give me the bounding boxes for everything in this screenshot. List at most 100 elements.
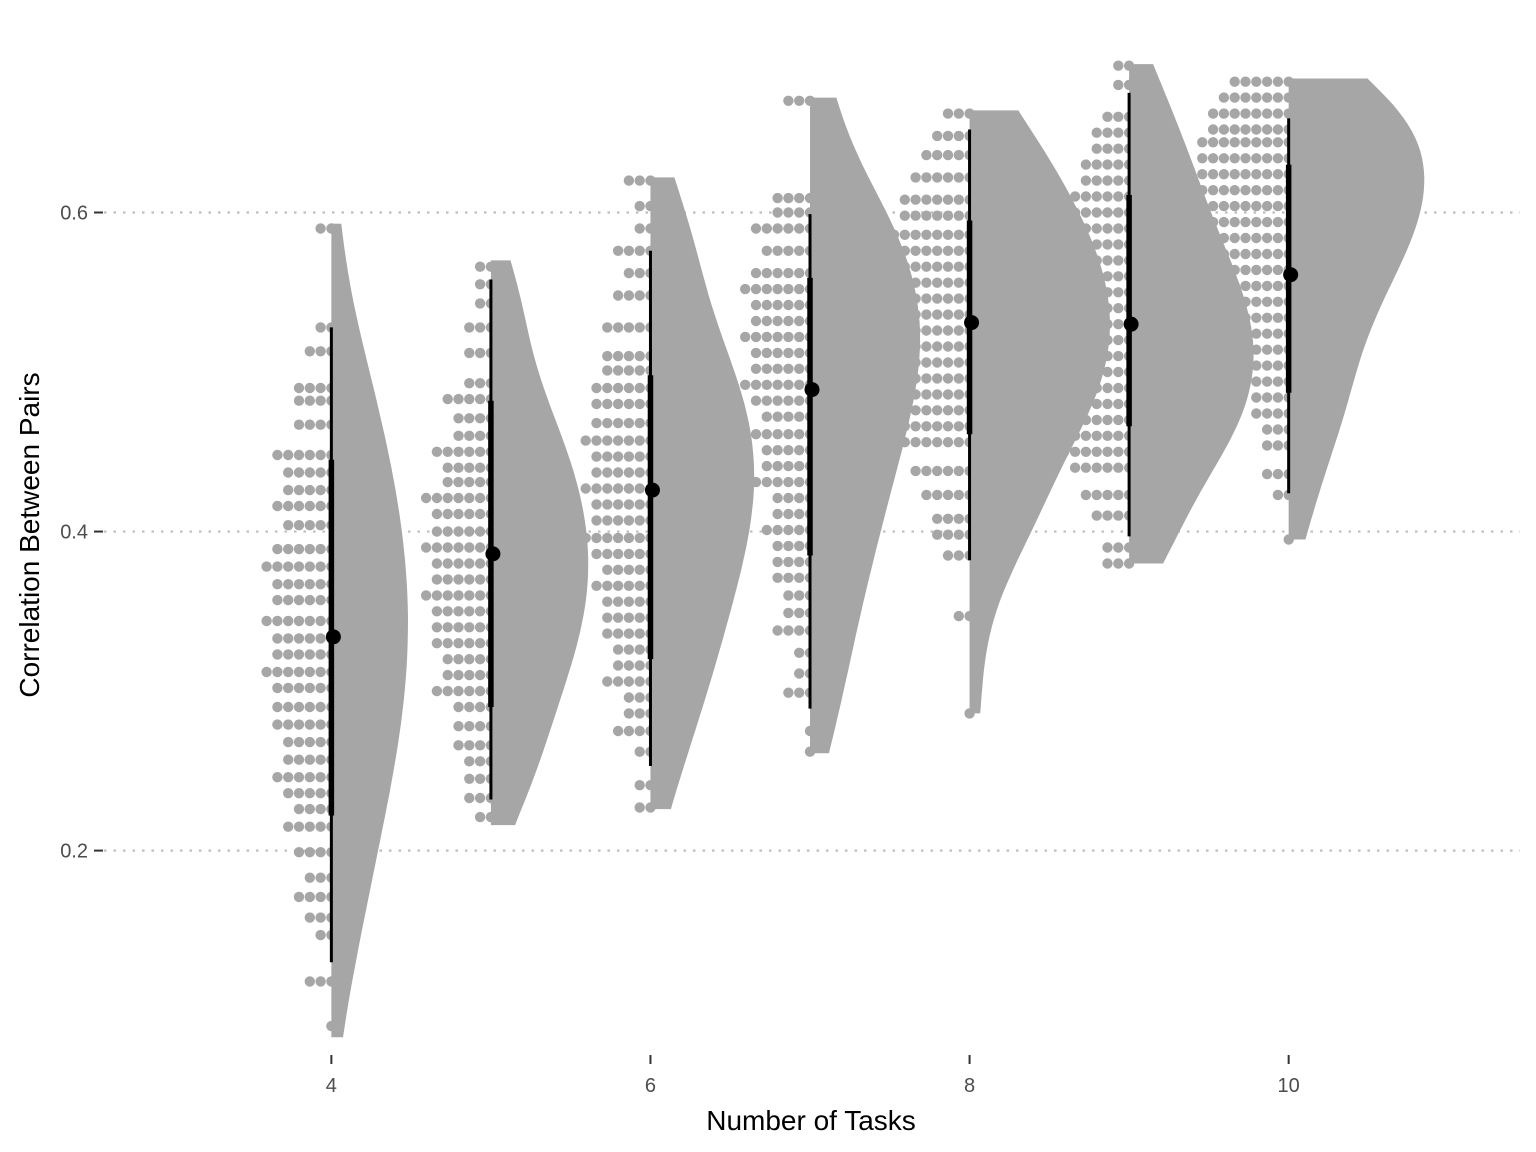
data-dot [910,309,921,320]
data-dot [293,484,305,496]
data-dot [474,347,486,359]
data-dot [612,365,624,376]
data-dot [464,393,475,405]
data-dot [794,207,805,218]
data-dot [623,382,635,394]
data-dot [794,687,805,698]
data-dot [623,644,635,655]
data-dot [921,210,932,221]
data-dot [453,558,464,569]
data-dot [293,821,305,832]
data-dot [634,451,645,462]
data-dot [899,277,910,288]
data-dot [1080,382,1092,394]
data-dot [783,508,794,520]
data-dot [272,561,283,572]
data-dot [1080,239,1092,250]
density-half-violin [650,177,755,810]
data-dot [453,526,464,537]
data-dot [304,803,315,815]
data-dot [634,267,645,279]
data-dot [315,847,326,858]
data-dot [1113,334,1124,346]
median-point [485,546,501,562]
data-dot [761,445,772,456]
data-dot [772,556,783,568]
data-dot [634,223,645,234]
data-dot [1229,312,1240,323]
data-dot [1240,169,1251,180]
data-dot [1272,344,1284,355]
data-dot [420,590,432,601]
data-dot [1069,414,1081,426]
data-dot [283,701,294,713]
data-dot [794,267,805,279]
data-dot [464,740,475,751]
data-dot [942,108,954,119]
data-dot [783,411,794,422]
data-dot [293,382,305,394]
data-dot [1272,408,1284,419]
data-dot [750,299,762,311]
data-dot [612,612,624,623]
data-dot [453,740,464,751]
data-dot [602,382,613,394]
data-dot [304,594,315,606]
data-dot [750,283,762,295]
data-dot [1197,137,1208,148]
data-dot [272,719,283,730]
data-dot [431,574,443,585]
data-dot [304,719,315,730]
data-dot [953,293,964,304]
data-dot [888,341,900,352]
data-dot [431,558,443,569]
data-dot [1091,414,1102,426]
data-dot [804,725,816,737]
data-dot [1102,558,1113,569]
data-dot [1080,255,1092,266]
data-dot [612,725,624,737]
data-dot [921,194,932,205]
data-dot [442,606,453,617]
data-dot [315,772,326,783]
data-dot [591,515,602,526]
data-dot [783,331,794,343]
data-dot [1113,175,1124,186]
data-dot [293,467,305,478]
data-dot [932,130,943,142]
data-dot [804,95,816,107]
data-dot [442,574,453,585]
data-dot [315,467,326,478]
data-dot [442,622,453,633]
data-dot [602,417,613,429]
data-dot [293,719,305,730]
data-dot [474,622,486,633]
data-dot [794,347,805,359]
data-dot [623,692,635,703]
data-dot [942,513,954,524]
data-dot [1059,271,1070,282]
data-dot [304,579,315,590]
data-dot [464,476,475,488]
data-dot [283,772,294,783]
data-dot [910,405,921,416]
data-dot [1240,185,1251,196]
data-dot [293,579,305,590]
data-dot [283,520,294,531]
data-dot [932,149,943,161]
data-dot [442,590,453,601]
data-dot [1272,200,1284,212]
data-dot [602,548,613,560]
data-dot [474,508,486,520]
data-dot [1091,350,1102,362]
data-dot [474,792,486,804]
data-dot [1069,271,1081,282]
data-dot [1091,446,1102,457]
data-dot [442,526,453,537]
data-dot [932,194,943,205]
data-dot [293,736,305,748]
data-dot [464,590,475,601]
data-dot [612,532,624,544]
data-dot [1080,489,1092,501]
data-dot [591,451,602,462]
